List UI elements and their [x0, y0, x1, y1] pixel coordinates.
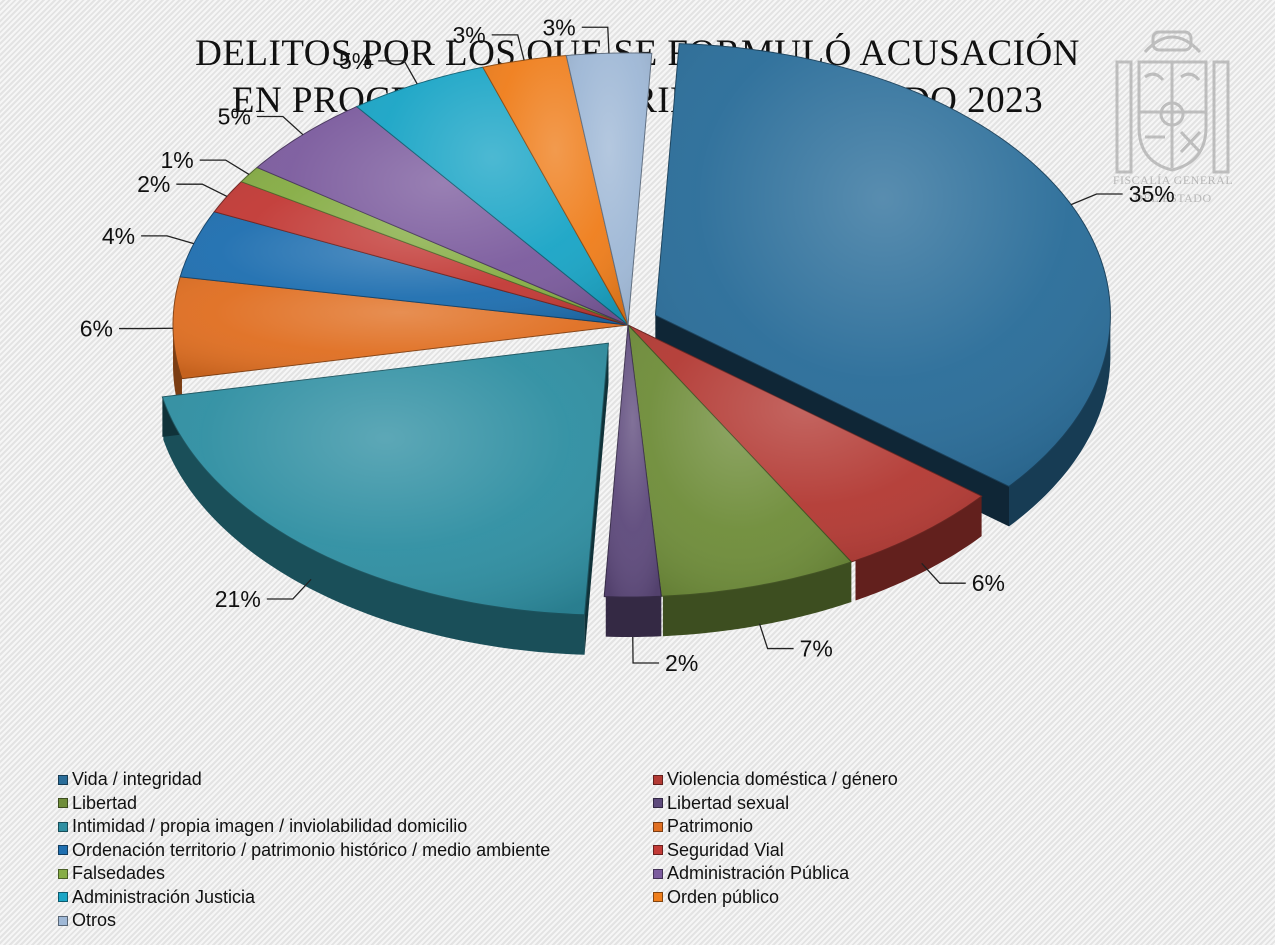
data-label-2: 7% [800, 636, 833, 662]
slice-side-1 [855, 496, 982, 601]
data-label-5: 6% [80, 316, 113, 342]
legend-label: Seguridad Vial [667, 839, 784, 860]
slice-7 [213, 181, 629, 326]
leader-line-8 [199, 159, 250, 176]
legend-label: Otros [72, 910, 117, 931]
data-label-8: 1% [160, 147, 193, 173]
legend-label: Orden público [667, 886, 780, 907]
legend-swatch [58, 868, 68, 879]
leader-line-7 [176, 183, 228, 198]
legend-item: Ordenación territorio / patrimonio histó… [58, 839, 653, 863]
data-label-9: 5% [218, 104, 251, 130]
legend-item: Otros [58, 909, 653, 933]
legend-label: Libertad [72, 792, 138, 813]
data-labels: 35%6%7%2%21%6%4%2%1%5%5%3% 3% [80, 14, 1175, 676]
legend-item: Orden público [653, 886, 1203, 910]
legend-label: Administración Pública [667, 863, 850, 884]
legend-label: Patrimonio [667, 816, 754, 837]
slice-4 [161, 342, 609, 616]
leader-line-6 [141, 235, 195, 245]
slice-8 [240, 166, 629, 326]
legend-item: Seguridad Vial [653, 839, 1203, 863]
slice-9 [256, 106, 629, 326]
legend-label: Violencia doméstica / género [667, 769, 898, 790]
leader-lines [119, 26, 1123, 664]
legend-label: Administración Justicia [72, 886, 256, 907]
slice-5 [172, 276, 629, 380]
data-label-1: 6% [972, 570, 1005, 596]
legend-swatch [653, 798, 663, 809]
legend-item: Libertad sexual [653, 792, 1203, 816]
legend-swatch [58, 892, 68, 903]
slice-11 [482, 54, 629, 326]
leader-line-1 [921, 562, 966, 584]
legend-swatch [653, 868, 663, 879]
legend-swatch [653, 892, 663, 903]
legend-item: Patrimonio [653, 815, 1203, 839]
legend-item: Violencia doméstica / género [653, 768, 1203, 792]
legend-swatch [58, 774, 68, 785]
data-label-11: 3% [452, 22, 485, 48]
slice-side-0 [1009, 310, 1111, 527]
legend-label: Libertad sexual [667, 792, 790, 813]
slice-side-4 [163, 399, 585, 655]
slice-12 [565, 52, 653, 326]
slice-1 [627, 324, 983, 563]
pie-slices [161, 43, 1111, 616]
data-label-0: 35% [1129, 181, 1175, 207]
legend-swatch [653, 774, 663, 785]
legend-label: Ordenación territorio / patrimonio histó… [72, 839, 551, 860]
data-label-12: 3% [543, 14, 576, 40]
legend-swatch [58, 915, 68, 926]
data-label-10: 5% [339, 48, 372, 74]
legend-item: Vida / integridad [58, 768, 653, 792]
slice-0 [654, 43, 1111, 487]
logo-text-line-2: DEL ESTADO [1134, 191, 1212, 205]
data-label-3: 2% [665, 650, 698, 676]
legend-item: Libertad [58, 792, 653, 816]
legend-swatch [653, 821, 663, 832]
leader-line-4 [266, 578, 312, 600]
legend-swatch [58, 798, 68, 809]
legend-item: Intimidad / propia imagen / inviolabilid… [58, 815, 653, 839]
data-label-7: 2% [137, 171, 170, 197]
data-label-6: 4% [102, 223, 135, 249]
logo-text-line-1: FISCALÍA GENERAL [1112, 173, 1234, 187]
coat-of-arms-icon [1115, 30, 1230, 174]
leader-line-2 [758, 623, 794, 650]
legend-item: Administración Pública [653, 862, 1203, 886]
legend-item: Administración Justicia [58, 886, 653, 910]
leader-line-3 [632, 636, 660, 664]
leader-line-11 [491, 34, 525, 61]
legend-item: Falsedades [58, 862, 653, 886]
legend-label: Falsedades [72, 863, 166, 884]
legend-swatch [653, 845, 663, 856]
legend: Vida / integridad Violencia doméstica / g… [58, 768, 1208, 933]
leader-line-0 [1070, 193, 1123, 206]
slice-2 [627, 323, 853, 597]
legend-label: Vida / integridad [72, 769, 202, 790]
slice-side-3 [605, 596, 662, 637]
leader-line-9 [256, 115, 304, 136]
leader-line-10 [378, 60, 418, 85]
legend-swatch [58, 821, 68, 832]
data-label-4: 21% [215, 586, 261, 612]
slice-6 [179, 211, 629, 326]
legend-swatch [58, 845, 68, 856]
slice-3 [603, 324, 662, 598]
leader-line-12 [581, 26, 610, 54]
slice-side-2 [662, 561, 852, 637]
legend-label: Intimidad / propia imagen / inviolabilid… [72, 816, 468, 837]
slice-cut-4-0 [584, 343, 609, 655]
pie-chart: 35%6%7%2%21%6%4%2%1%5%5%3% 3% [80, 14, 1175, 676]
